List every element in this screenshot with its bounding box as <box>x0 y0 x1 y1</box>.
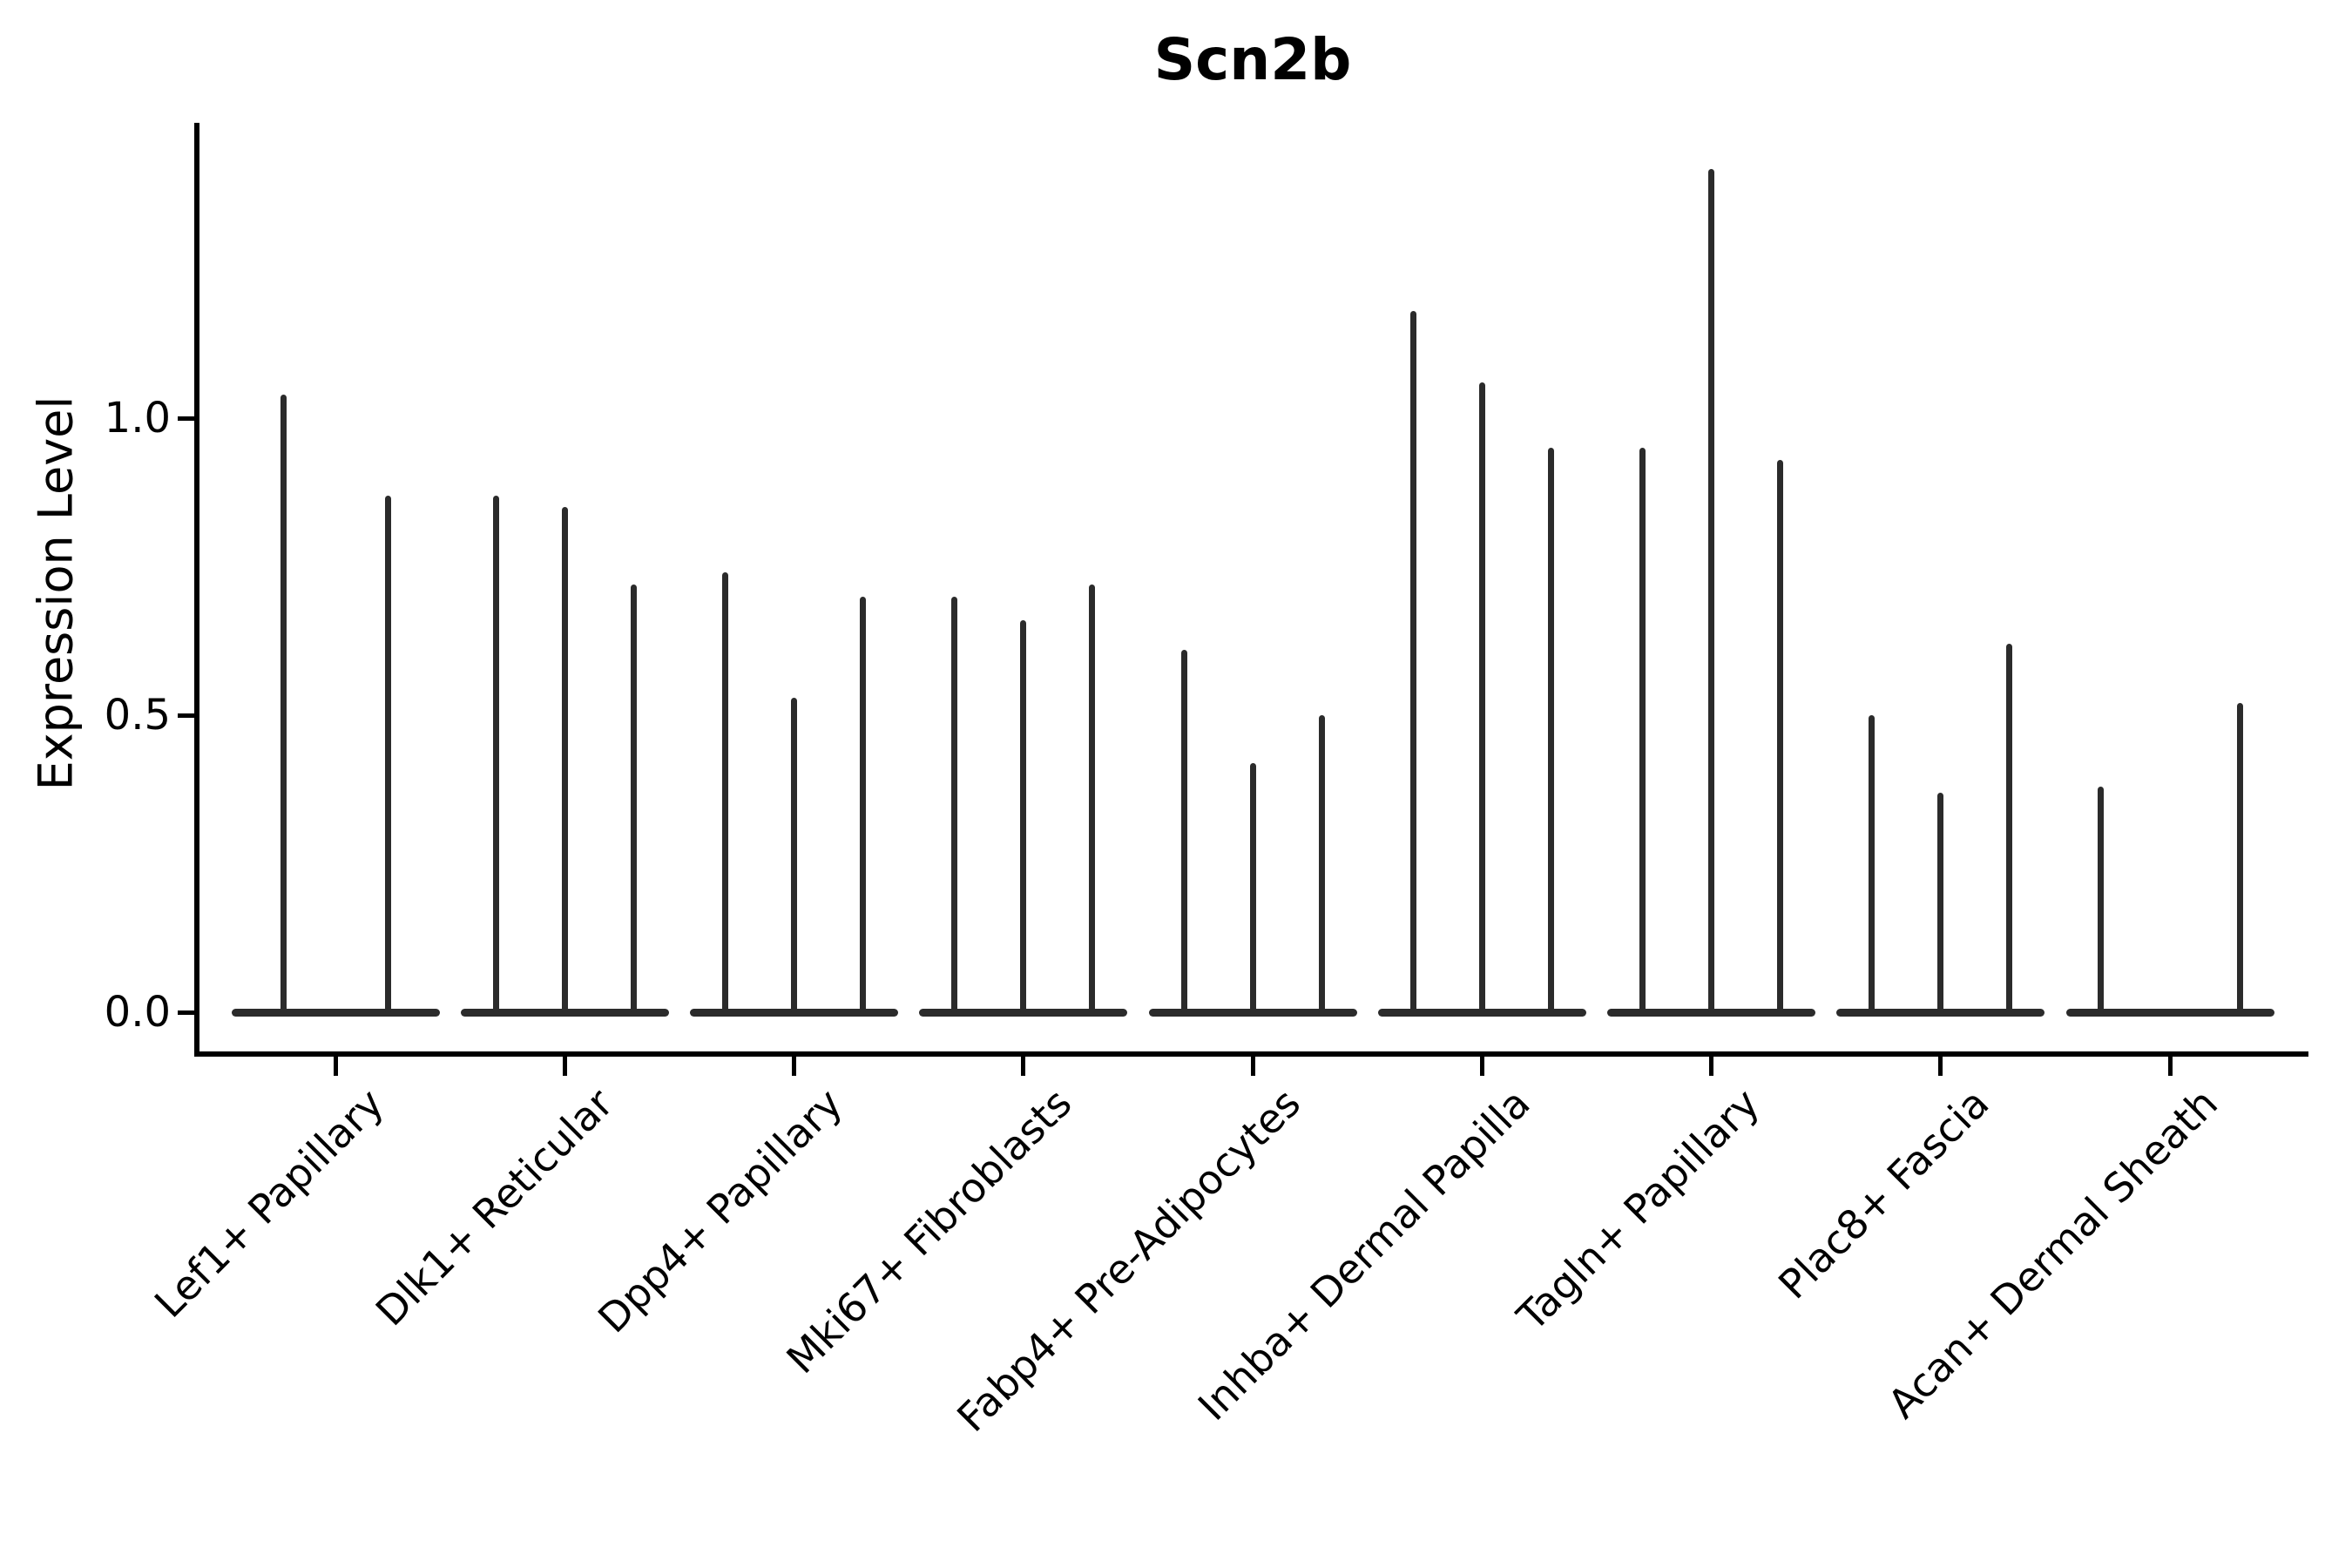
violin-spike <box>492 495 499 1012</box>
violin-spike <box>951 596 958 1012</box>
x-tick-label: Plac8+ Fascia <box>1768 1079 1998 1308</box>
y-tick <box>178 1010 197 1015</box>
plot-title: Scn2b <box>1153 26 1352 93</box>
y-tick-label: 0.5 <box>104 691 171 740</box>
violin-spike <box>1318 715 1325 1012</box>
violin-base <box>2065 1008 2274 1017</box>
violin-spike <box>2006 644 2013 1012</box>
violin-base <box>1607 1008 1815 1017</box>
y-tick-label: 1.0 <box>104 394 171 443</box>
violin-base <box>231 1008 440 1017</box>
violin-spike <box>561 507 568 1012</box>
x-tick-label: Lef1+ Papillary <box>145 1079 393 1328</box>
y-tick-label: 0.0 <box>104 988 171 1037</box>
violin-spike <box>384 495 391 1012</box>
violin-spike <box>1180 649 1187 1012</box>
violin-spike <box>1089 584 1096 1012</box>
violin-spike <box>1020 619 1027 1012</box>
y-axis-spine <box>194 123 199 1057</box>
violin-base <box>1148 1008 1357 1017</box>
x-tick <box>1250 1057 1255 1076</box>
violin-spike <box>1708 168 1714 1012</box>
violin-spike <box>860 596 866 1012</box>
x-tick-label: Tagln+ Papillary <box>1507 1079 1768 1341</box>
violin-spike <box>1547 448 1554 1012</box>
violin-spike <box>791 697 797 1012</box>
violin-spike <box>1937 792 1944 1012</box>
violin-spike <box>2236 703 2243 1012</box>
violin-spike <box>1478 382 1485 1012</box>
violin-spike <box>722 572 728 1012</box>
x-tick <box>562 1057 567 1076</box>
x-tick <box>1938 1057 1943 1076</box>
violin-base <box>1377 1008 1586 1017</box>
violin-base <box>460 1008 669 1017</box>
x-tick <box>792 1057 796 1076</box>
violin-spike <box>1777 459 1783 1012</box>
violin-spike <box>1869 715 1876 1012</box>
violin-base <box>919 1008 1128 1017</box>
violin-spike <box>630 584 637 1012</box>
x-tick <box>1709 1057 1713 1076</box>
violin-spike <box>1409 311 1416 1012</box>
x-tick-label: Dpp4+ Papillary <box>588 1079 851 1342</box>
violin-spike <box>2097 786 2104 1012</box>
y-tick <box>178 713 197 718</box>
y-tick <box>178 416 197 421</box>
violin-spike <box>280 394 287 1012</box>
x-tick <box>1479 1057 1484 1076</box>
x-tick <box>333 1057 338 1076</box>
x-tick-label: Dlk1+ Reticular <box>366 1079 622 1335</box>
violin-base <box>1836 1008 2045 1017</box>
x-axis-spine <box>194 1051 2308 1057</box>
x-tick <box>2167 1057 2173 1076</box>
violin-base <box>690 1008 898 1017</box>
violin-spike <box>1249 762 1256 1012</box>
violin-spike <box>1639 448 1646 1012</box>
x-tick <box>1021 1057 1026 1076</box>
